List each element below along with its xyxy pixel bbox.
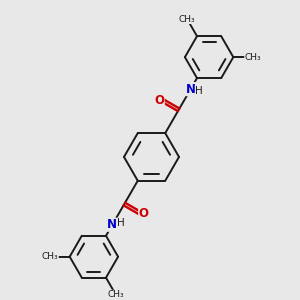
- Text: CH₃: CH₃: [107, 290, 124, 299]
- Text: CH₃: CH₃: [179, 15, 196, 24]
- Text: N: N: [107, 218, 117, 231]
- Text: O: O: [139, 207, 149, 220]
- Text: N: N: [186, 82, 196, 96]
- Text: CH₃: CH₃: [244, 52, 261, 62]
- Text: CH₃: CH₃: [42, 252, 58, 261]
- Text: O: O: [154, 94, 164, 107]
- Text: H: H: [195, 85, 203, 96]
- Text: H: H: [117, 218, 124, 228]
